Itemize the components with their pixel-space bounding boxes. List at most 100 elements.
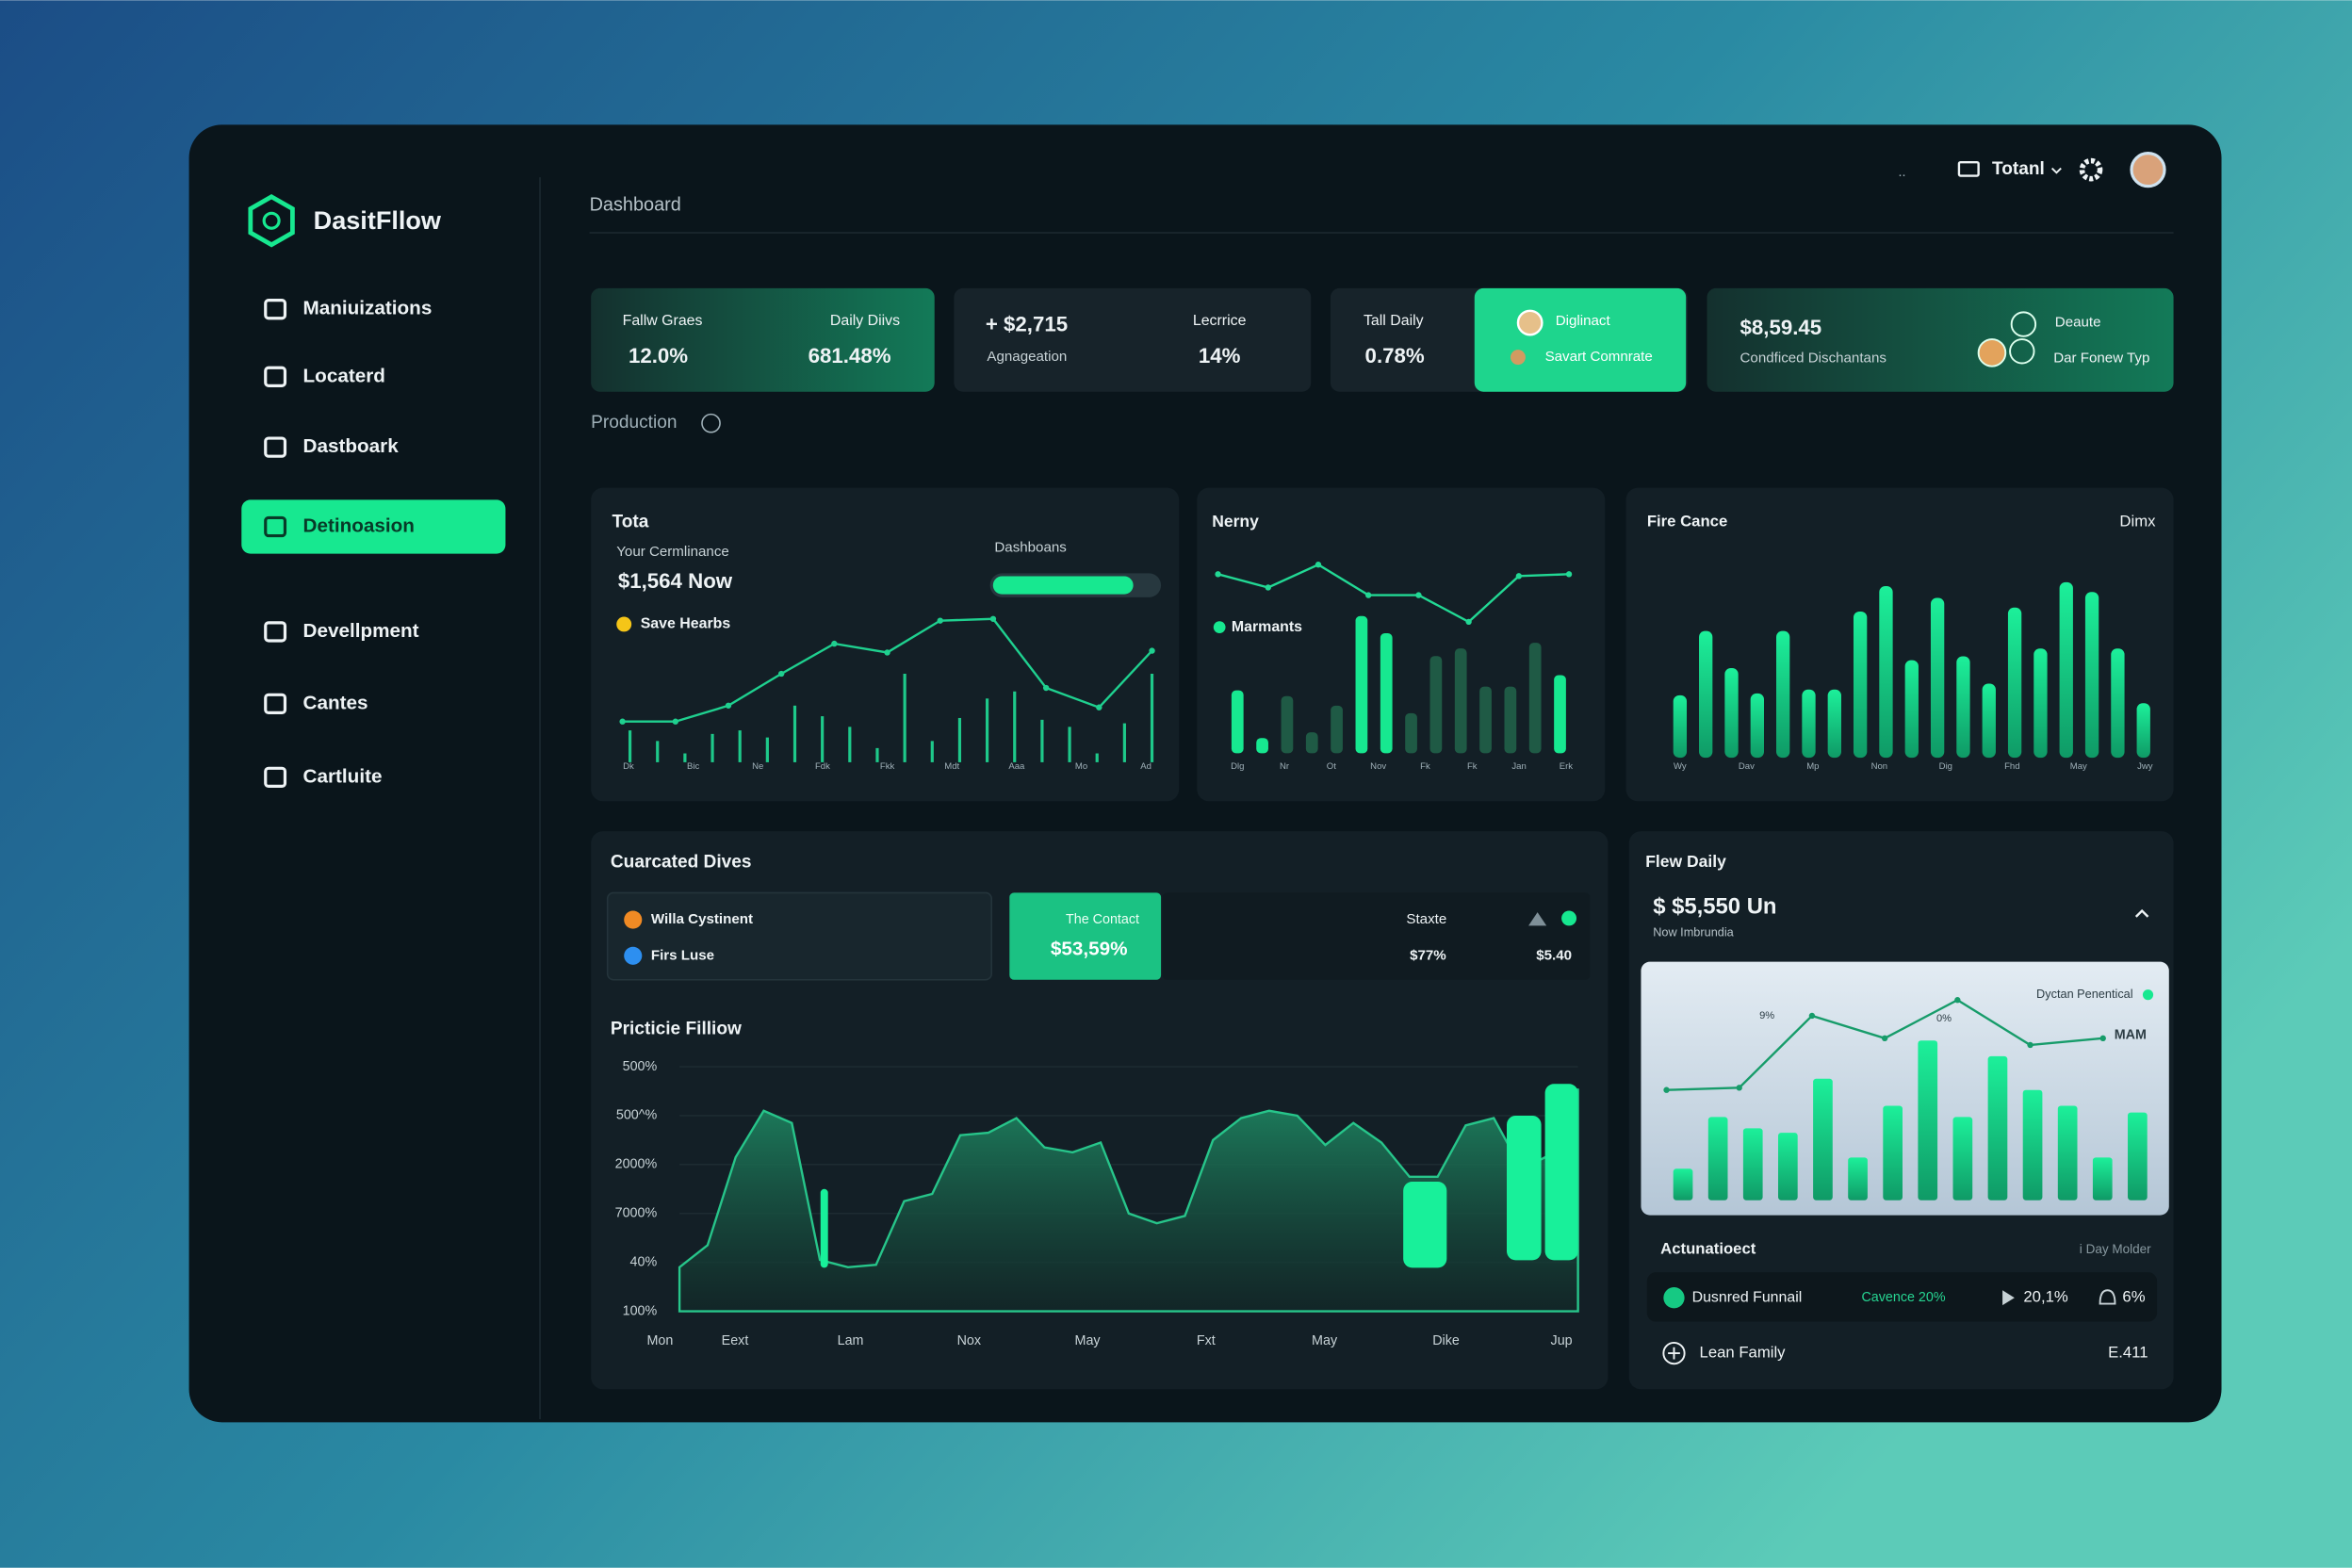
x-tick-label: Mon	[646, 1333, 673, 1348]
label: Dar Fonew Typ	[2053, 351, 2149, 367]
bar	[1956, 656, 1970, 759]
bar	[1528, 643, 1542, 754]
bar	[1930, 597, 1945, 759]
stat-card	[954, 287, 1312, 392]
bar	[1429, 656, 1443, 754]
list-row[interactable]	[1646, 1272, 2158, 1322]
stat-value: 14%	[1199, 344, 1241, 368]
bar	[1256, 738, 1268, 754]
x-tick-label: Jwy	[2137, 761, 2153, 772]
x-tick-label: May	[1312, 1333, 1338, 1348]
nav-item[interactable]: Cartluite	[303, 765, 383, 787]
nav-icon	[264, 693, 287, 714]
x-tick-label: Bic	[687, 761, 699, 772]
bar	[1853, 611, 1868, 759]
status-dot	[1561, 910, 1577, 926]
label: Dusnred Funnail	[1692, 1289, 1803, 1305]
bar	[1827, 689, 1841, 759]
x-tick-label: Nov	[1370, 761, 1386, 772]
x-tick-label: Dav	[1739, 761, 1755, 772]
label: E.411	[2108, 1344, 2148, 1362]
settings-icon[interactable]	[2079, 157, 2103, 182]
x-tick-label: Nr	[1280, 761, 1290, 772]
line-point	[1315, 562, 1322, 568]
bar	[986, 698, 989, 762]
bar	[792, 705, 797, 762]
y-tick-label: 40%	[630, 1254, 658, 1269]
row-icon	[1663, 1287, 1685, 1309]
label: Cavence 20%	[1861, 1290, 1945, 1305]
list-item[interactable]: Lean Family	[1700, 1344, 1787, 1362]
panel-title: Flew Daily	[1645, 852, 1726, 871]
nav-icon	[264, 366, 287, 387]
bar	[1879, 586, 1893, 759]
stat-value: $8,59.45	[1740, 316, 1822, 339]
stat-value: 0.78%	[1365, 344, 1425, 368]
label: Now Imbrundia	[1653, 925, 1734, 939]
avatar	[2009, 338, 2035, 365]
play-icon	[2010, 311, 2037, 337]
legend-dot	[624, 910, 643, 929]
bar	[2092, 1157, 2113, 1200]
line-point	[884, 649, 890, 656]
line-point	[1042, 684, 1050, 692]
bar	[2007, 607, 2022, 759]
nav-item[interactable]: Cantes	[303, 692, 368, 713]
nav-active[interactable]	[241, 499, 506, 554]
x-tick-label: May	[2070, 761, 2087, 772]
bar	[1724, 667, 1739, 759]
panel	[1197, 487, 1606, 802]
nav-item[interactable]: Maniuizations	[303, 298, 433, 319]
bar	[1707, 1117, 1728, 1200]
menu-button[interactable]: Totanl	[1992, 159, 2045, 179]
nav-item[interactable]: Locaterd	[303, 365, 385, 386]
line-point	[1215, 571, 1221, 578]
nav-item[interactable]: Devellpment	[303, 620, 419, 642]
line	[1217, 563, 1570, 624]
label: Agnageation	[987, 349, 1067, 365]
label: $5.40	[1536, 947, 1572, 963]
bar	[1673, 694, 1688, 759]
x-tick-label: Mp	[1806, 761, 1819, 772]
highlight-bar	[1403, 1182, 1447, 1268]
chart-title: Pricticie Filliow	[611, 1019, 742, 1038]
bar	[1281, 695, 1294, 754]
bar	[1778, 1133, 1798, 1200]
bar	[1095, 753, 1099, 762]
label: Condficed Dischantans	[1740, 351, 1887, 367]
nav-item[interactable]: Detinoasion	[303, 514, 415, 536]
bar	[875, 747, 879, 762]
bar	[1150, 674, 1154, 762]
bar	[1904, 660, 1919, 759]
bar	[1848, 1157, 1868, 1200]
nav-item[interactable]: Dastboark	[303, 435, 400, 457]
line-point	[1465, 618, 1472, 626]
x-tick-label: Erk	[1560, 761, 1574, 772]
avatar	[1977, 338, 2007, 368]
page-title: Dashboard	[590, 195, 681, 216]
bar	[1554, 675, 1566, 754]
collapse-icon[interactable]	[2134, 908, 2149, 918]
section-title: Production	[591, 413, 677, 433]
x-tick-label: Dlg	[1231, 761, 1244, 772]
y-tick-label: 500^%	[616, 1108, 658, 1123]
legend-dot	[2142, 989, 2154, 1001]
bar	[903, 674, 906, 762]
bar	[2034, 648, 2048, 759]
panel-tag: Dimx	[2119, 513, 2156, 531]
line-point	[831, 640, 838, 647]
line-point	[937, 617, 943, 624]
area	[678, 1087, 1579, 1313]
x-tick-label: Wy	[1674, 761, 1687, 772]
panel-title: Nerny	[1212, 512, 1259, 531]
line-point	[989, 615, 997, 622]
x-tick-label: Fkk	[880, 761, 895, 772]
avatar[interactable]	[2130, 152, 2166, 188]
legend-dot	[1213, 621, 1226, 634]
amount: $ $5,550 Un	[1653, 894, 1776, 920]
add-icon[interactable]	[1662, 1342, 1686, 1365]
bar	[1479, 686, 1492, 754]
chevron	[2050, 167, 2062, 174]
legend-item: Firs Luse	[651, 947, 714, 963]
